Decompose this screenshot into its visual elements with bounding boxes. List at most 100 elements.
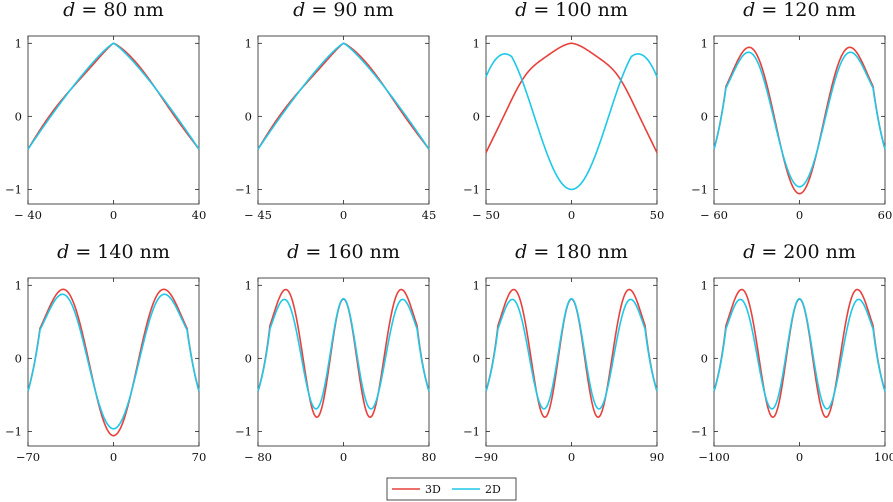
series-line-2d xyxy=(257,42,430,150)
y-tick-label: 0 xyxy=(245,351,252,365)
plot-frame xyxy=(485,277,658,447)
panel-title-var: d xyxy=(63,0,75,21)
y-tick-label: −1 xyxy=(691,424,708,438)
panel-title: d = 100 nm xyxy=(515,0,628,21)
panel-title-var: d xyxy=(287,241,299,263)
series-line-3d xyxy=(713,288,886,419)
y-tick-label: −1 xyxy=(235,182,252,196)
panel-title-var: d xyxy=(57,241,69,263)
plot-frame xyxy=(27,35,200,205)
panel-title: d = 140 nm xyxy=(57,241,170,263)
panel-title: d = 200 nm xyxy=(743,241,856,263)
y-tick-label: 0 xyxy=(15,109,22,123)
panel-title-value: = 90 nm xyxy=(305,0,393,21)
y-tick-label: 1 xyxy=(473,278,480,292)
panel-title-var: d xyxy=(743,241,755,263)
panel-title-value: = 120 nm xyxy=(755,0,856,21)
x-tick-label: 45 xyxy=(422,208,437,222)
y-tick-label: 1 xyxy=(15,278,22,292)
x-tick-label: 70 xyxy=(192,450,207,464)
x-tick-label: − 45 xyxy=(244,208,272,222)
series-line-3d xyxy=(257,288,430,419)
x-tick-label: 60 xyxy=(878,208,893,222)
legend-2d-label: 2D xyxy=(485,483,501,496)
plot-frame xyxy=(257,35,430,205)
x-tick-label: 0 xyxy=(110,208,117,222)
panel-title-var: d xyxy=(293,0,305,21)
y-tick-label: 0 xyxy=(15,351,22,365)
y-tick-label: −1 xyxy=(5,424,22,438)
panel-title: d = 180 nm xyxy=(515,241,628,263)
x-tick-label: − 80 xyxy=(244,450,272,464)
x-tick-label: 0 xyxy=(568,208,575,222)
legend: 3D 2D xyxy=(386,477,517,501)
x-tick-label: − 60 xyxy=(700,208,728,222)
plot-frame xyxy=(713,277,886,447)
chart-panel: d = 120 nm 1 0 −1 − 60 0 60 xyxy=(691,0,892,222)
y-tick-label: 1 xyxy=(245,36,252,50)
series-line-2d xyxy=(485,297,658,410)
legend-frame xyxy=(386,477,517,501)
series-line-2d xyxy=(27,42,200,150)
plot-frame xyxy=(485,35,658,205)
y-tick-label: −1 xyxy=(5,182,22,196)
x-tick-label: 0 xyxy=(340,450,347,464)
x-tick-label: 100 xyxy=(874,450,893,464)
y-tick-label: 0 xyxy=(701,109,708,123)
y-tick-label: −1 xyxy=(691,182,708,196)
panel-title: d = 160 nm xyxy=(287,241,400,263)
y-tick-label: 0 xyxy=(473,109,480,123)
x-tick-label: 0 xyxy=(340,208,347,222)
panel-title-value: = 180 nm xyxy=(527,241,628,263)
chart-panel: d = 100 nm 1 0 −1 − 50 0 50 xyxy=(463,0,664,222)
chart-panel: d = 160 nm 1 0 −1 − 80 0 80 xyxy=(235,241,436,464)
series-line-2d xyxy=(485,53,658,191)
panel-title-value: = 140 nm xyxy=(69,241,170,263)
y-tick-label: −1 xyxy=(235,424,252,438)
panel-title: d = 90 nm xyxy=(293,0,394,21)
panel-title-var: d xyxy=(515,241,527,263)
series-line-3d xyxy=(485,42,658,154)
panel-title-value: = 200 nm xyxy=(755,241,856,263)
y-tick-label: 0 xyxy=(701,351,708,365)
x-tick-label: 50 xyxy=(650,208,665,222)
x-tick-label: − 40 xyxy=(14,208,42,222)
series-line-3d xyxy=(257,42,430,150)
x-tick-label: −100 xyxy=(698,450,730,464)
x-tick-label: 0 xyxy=(796,208,803,222)
series-line-2d xyxy=(713,297,886,410)
chart-panel: d = 90 nm 1 0 −1 − 45 0 45 xyxy=(235,0,436,222)
chart-panel: d = 180 nm 1 0 −1 −90 0 90 xyxy=(463,241,664,464)
x-tick-label: − 50 xyxy=(472,208,500,222)
series-line-3d xyxy=(27,42,200,150)
x-tick-label: 0 xyxy=(568,450,575,464)
panel-title: d = 120 nm xyxy=(743,0,856,21)
series-line-2d xyxy=(27,293,200,430)
y-tick-label: 1 xyxy=(701,36,708,50)
plot-frame xyxy=(257,277,430,447)
series-line-2d xyxy=(257,297,430,410)
panel-title-value: = 80 nm xyxy=(75,0,163,21)
y-tick-label: 1 xyxy=(245,278,252,292)
y-tick-label: 1 xyxy=(15,36,22,50)
panel-title: d = 80 nm xyxy=(63,0,164,21)
y-tick-label: 1 xyxy=(473,36,480,50)
y-tick-label: 1 xyxy=(701,278,708,292)
panel-title-value: = 160 nm xyxy=(299,241,400,263)
series-line-3d xyxy=(485,288,658,419)
series-line-3d xyxy=(713,46,886,195)
chart-panel: d = 80 nm 1 0 −1 − 40 0 40 xyxy=(5,0,206,222)
y-tick-label: 0 xyxy=(245,109,252,123)
panel-title-value: = 100 nm xyxy=(527,0,628,21)
x-tick-label: 40 xyxy=(192,208,207,222)
x-tick-label: 0 xyxy=(796,450,803,464)
chart-panel: d = 140 nm 1 0 −1 −70 0 70 xyxy=(5,241,206,464)
chart-panel: d = 200 nm 1 0 −1 −100 0 100 xyxy=(691,241,893,464)
panel-title-var: d xyxy=(743,0,755,21)
x-tick-label: 90 xyxy=(650,450,665,464)
x-tick-label: −70 xyxy=(16,450,40,464)
legend-3d-label: 3D xyxy=(425,483,441,496)
y-tick-label: 0 xyxy=(473,351,480,365)
x-tick-label: −90 xyxy=(474,450,498,464)
x-tick-label: 80 xyxy=(422,450,437,464)
